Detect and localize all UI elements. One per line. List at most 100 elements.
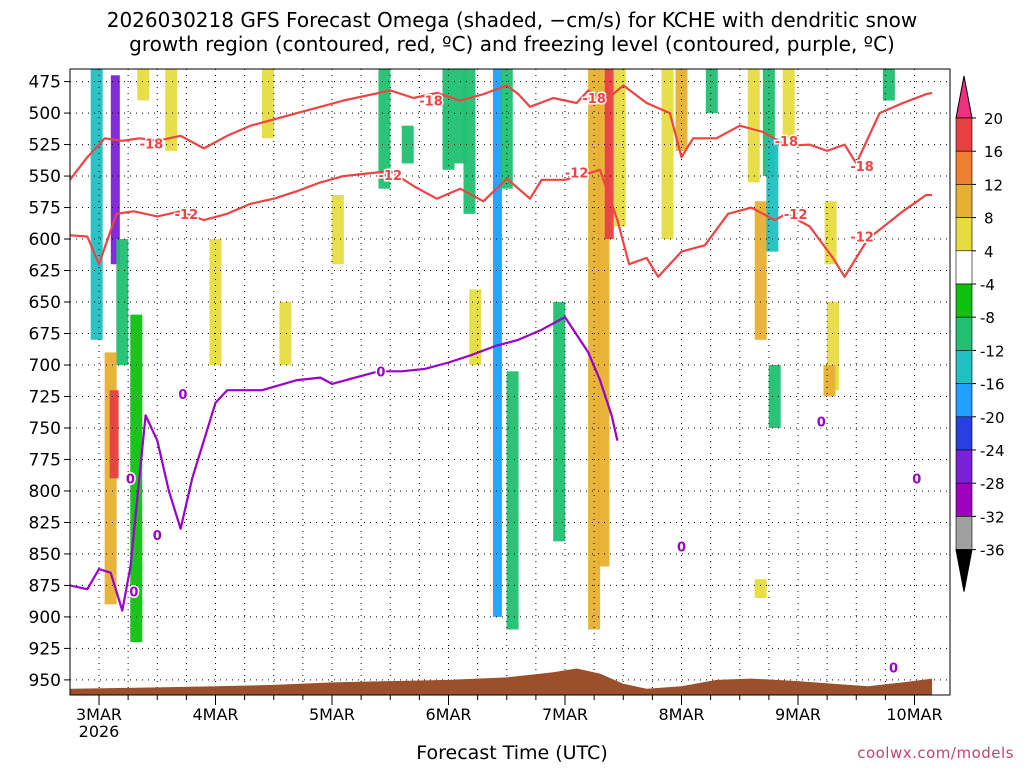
omega-cell-7 [165, 69, 178, 151]
omega-cell-5 [130, 314, 143, 643]
y-tick-label-7: 650 [29, 293, 61, 313]
omega-cell-37 [823, 364, 836, 397]
colorbar-top-arrow [955, 75, 973, 119]
omega-cell-20 [506, 371, 519, 630]
omega-cell-12 [331, 194, 344, 265]
omega-cell-18 [492, 69, 502, 617]
colorbar-swatch-2 [955, 184, 973, 218]
contour-label-15: 0 [677, 540, 686, 555]
omega-cell-24 [604, 69, 614, 240]
colorbar-label-12: -32 [980, 508, 1005, 526]
colorbar-label-1: 16 [984, 143, 1003, 161]
omega-cell-29 [747, 69, 760, 183]
omega-cell-0 [90, 69, 103, 340]
x-tick-label-1: 4MAR [192, 705, 238, 724]
omega-cell-27 [675, 69, 688, 151]
x-axis-label: Forecast Time (UTC) [416, 742, 608, 764]
colorbar-label-8: -16 [980, 376, 1005, 394]
colorbar-bottom-arrow [955, 549, 973, 592]
contour-labels: -18 -18 -18 -18 -18 -12 -12 -12 -12 -12 0 0 0 0 0 0 0 0 0 [124, 90, 922, 677]
y-tick-label-10: 725 [29, 387, 61, 407]
omega-cell-9 [209, 239, 222, 365]
y-tick-label-9: 700 [29, 356, 61, 376]
contour-label-10: 0 [178, 388, 187, 403]
contour-label-6: -12 [379, 169, 403, 184]
plot-frame [69, 68, 951, 696]
y-tick-label-6: 625 [29, 262, 61, 282]
y-tick-label-3: 550 [29, 167, 61, 187]
x-tick-label-2: 5MAR [309, 705, 355, 724]
contour-label-7: -12 [565, 166, 589, 181]
omega-cell-10 [279, 302, 292, 365]
y-tick-label-5: 600 [29, 230, 61, 250]
omega-cell-8 [261, 69, 274, 139]
colorbar-label-4: 4 [984, 243, 994, 261]
contour-label-3: -18 [775, 135, 799, 150]
y-tick-label-18: 925 [29, 639, 61, 659]
colorbar-label-10: -24 [980, 442, 1005, 460]
credit-link[interactable]: coolwx.com/models [857, 744, 1014, 762]
colorbar-label-2: 12 [984, 176, 1003, 194]
omega-cell-16 [463, 69, 476, 214]
contour-label-4: -18 [850, 160, 874, 175]
y-tick-label-11: 750 [29, 419, 61, 439]
grid [70, 69, 950, 695]
x-year-label: 2026 [79, 722, 120, 741]
y-tick-label-8: 675 [29, 325, 61, 345]
omega-cell-17 [469, 289, 482, 365]
contour-label-12: 0 [153, 529, 162, 544]
omega-cell-11 [401, 125, 414, 164]
contour--18-0 [70, 84, 933, 181]
omega-cell-26 [661, 69, 674, 240]
colorbar: 20 16 12 8 4 -4 -8 -12 -16 -20 -24 -28 -32 -36 [955, 75, 1005, 592]
y-tick-label-2: 525 [29, 136, 61, 156]
contour-label-13: 0 [129, 586, 138, 601]
y-tick-label-14: 825 [29, 513, 61, 533]
colorbar-swatch-1 [955, 150, 973, 185]
omega-cell-22 [588, 69, 601, 630]
x-tick-label-5: 8MAR [658, 705, 704, 724]
y-tick-label-15: 850 [29, 545, 61, 565]
x-axis: 3MAR 4MAR 5MAR 6MAR 7MAR 8MAR 9MAR 10MAR 2026 [76, 695, 943, 741]
chart-title-line-2: growth region (contoured, red, ºC) and f… [129, 32, 895, 56]
omega-cell-34 [782, 69, 795, 139]
omega-cell-38 [882, 69, 895, 101]
colorbar-swatch-3 [955, 217, 973, 252]
omega-cell-21 [553, 302, 566, 542]
contour-label-17: 0 [912, 472, 921, 487]
colorbar-swatch-7 [955, 350, 973, 384]
y-tick-label-13: 800 [29, 482, 61, 502]
contour-label-11: 0 [126, 472, 135, 487]
y-tick-label-16: 875 [29, 576, 61, 596]
colorbar-swatch-12 [955, 516, 973, 550]
contour-label-14: 0 [376, 365, 385, 380]
contour-label-0: -18 [140, 137, 164, 152]
colorbar-swatch-4 [955, 250, 973, 285]
colorbar-label-0: 20 [984, 110, 1003, 128]
x-tick-label-4: 7MAR [542, 705, 588, 724]
x-tick-label-7: 10MAR [886, 705, 942, 724]
omega-shading [90, 69, 895, 643]
y-tick-label-0: 475 [29, 73, 61, 93]
chart-title-line-1: 2026030218 GFS Forecast Omega (shaded, −… [106, 8, 918, 32]
colorbar-swatch-11 [955, 482, 973, 517]
omega-cell-35 [824, 201, 837, 265]
colorbar-label-5: -4 [980, 276, 995, 294]
x-tick-label-6: 9MAR [775, 705, 821, 724]
terrain-fill [70, 668, 932, 695]
omega-cell-2 [116, 239, 129, 365]
colorbar-swatch-6 [955, 316, 973, 351]
omega-cell-39 [754, 579, 767, 599]
omega-cell-6 [137, 69, 150, 101]
y-axis: 475 500 525 550 575 600 625 650 675 700 725 750 775 8… [29, 73, 70, 691]
colorbar-label-7: -12 [980, 342, 1005, 360]
contour-label-18: 0 [889, 661, 898, 676]
x-tick-label-3: 6MAR [425, 705, 471, 724]
y-tick-label-19: 950 [29, 671, 61, 691]
omega-cell-28 [705, 69, 718, 114]
omega-cell-13 [378, 69, 391, 189]
contour-label-5: -12 [175, 208, 199, 223]
y-tick-label-1: 500 [29, 104, 61, 124]
contour--12-1 [70, 168, 932, 278]
